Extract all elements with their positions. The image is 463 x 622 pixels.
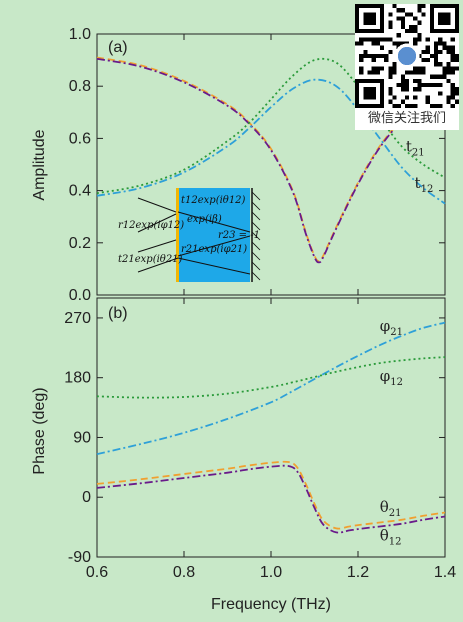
panel-b-ylabel: Phase (deg) (31, 387, 48, 474)
panel-b-series-2 (96, 460, 446, 530)
panel-a-ytick-label-2: 0.4 (69, 183, 91, 200)
panel-b-annotations: φ21 φ12 θ21 θ12 (380, 317, 403, 547)
panel-a-series-1 (96, 57, 446, 264)
panel-b-ytick-label-4: 270 (64, 310, 91, 327)
inset-label-exp: exp(iβ) (187, 214, 222, 225)
panel-b-annotation-3: θ12 (380, 526, 402, 547)
panel-b-ytick-label-0: -90 (68, 549, 91, 566)
panel-b-ytick-label-2: 90 (73, 429, 91, 446)
inset-label-r21: r21exp(iφ21) (181, 244, 247, 255)
qr-code-block: 微信关注我们 (355, 4, 459, 130)
inset-label-t12: t12exp(iθ12) (181, 195, 246, 206)
panel-a-ytick-label-3: 0.6 (69, 130, 91, 147)
panel-a-ytick-label-4: 0.8 (69, 78, 91, 95)
qr-code-icon (355, 4, 459, 108)
panel-a-annotations: t21 t12 (406, 137, 433, 195)
panel-a-series (96, 56, 446, 264)
x-axis-title: Frequency (THz) (211, 596, 331, 613)
panel-a-annotation-1: t12 (415, 174, 434, 195)
inset-rays (137, 197, 251, 275)
panel-b-annotation-1: φ12 (380, 367, 403, 388)
inset-interface (176, 188, 179, 282)
panel-a-ytick-label-5: 1.0 (69, 26, 91, 43)
x-tick-label-2: 1.0 (260, 564, 282, 581)
panel-a-label: (a) (108, 39, 128, 56)
panel-b-ytick-label-1: 0 (82, 489, 91, 506)
panel-b-annotation-0: φ21 (380, 317, 403, 338)
x-tick-label-3: 1.2 (347, 564, 369, 581)
panel-b-label: (b) (108, 305, 128, 322)
panel-a-annotation-0: t21 (406, 137, 425, 158)
inset-label-t21: t21exp(iθ21) (118, 254, 183, 265)
x-tick-label-0: 0.6 (86, 564, 108, 581)
x-tick-label-1: 0.8 (173, 564, 195, 581)
panel-b-ytick-label-3: 180 (64, 370, 91, 387)
panel-a-ylabel: Amplitude (31, 129, 48, 200)
inset-mirror-hatch (251, 191, 261, 281)
inset-label-r23: r23 = -1 (218, 230, 260, 241)
x-tick-label-4: 1.4 (434, 564, 456, 581)
panel-b-series-0 (96, 321, 446, 455)
qr-caption: 微信关注我们 (367, 111, 446, 126)
panel-b-axes: -90 0 90 180 270 0.6 0.8 1.0 1.2 1.4 (64, 298, 456, 581)
panel-b-series-3 (96, 464, 446, 534)
panel-b-series (96, 321, 446, 534)
panel-b-annotation-2: θ21 (380, 498, 402, 519)
panel-a-ytick-label-0: 0.0 (69, 287, 91, 304)
inset-label-r12: r12exp(iφ12) (118, 220, 184, 231)
inset-schematic: t12exp(iθ12) exp(iβ) r23 = -1 r12exp(iφ1… (118, 188, 261, 282)
panel-a-ytick-label-1: 0.2 (69, 235, 91, 252)
panel-a-series-3 (96, 78, 446, 205)
